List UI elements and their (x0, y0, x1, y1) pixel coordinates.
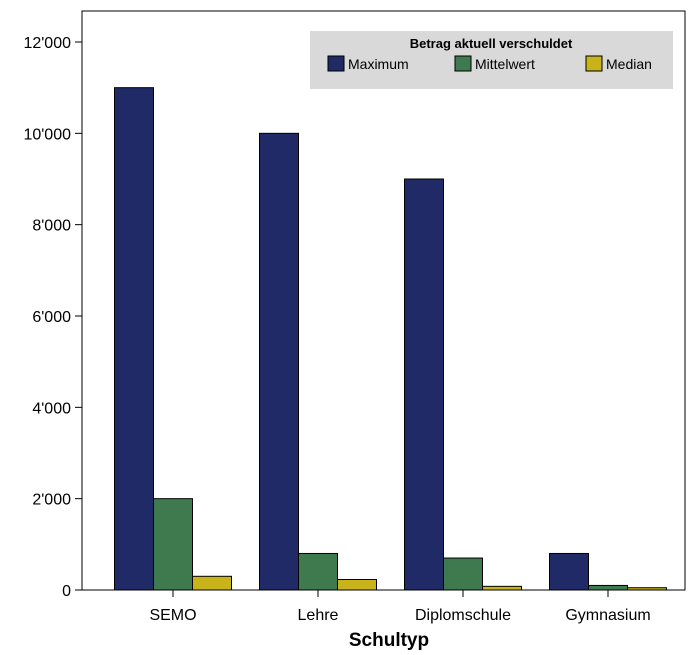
legend-title: Betrag aktuell verschuldet (410, 36, 573, 51)
bar-median-diplomschule (482, 585, 522, 591)
y-tick-label: 8'000 (32, 218, 71, 235)
x-axis-title: Schultyp (349, 630, 429, 651)
legend-swatch-median (585, 55, 603, 72)
x-tick-label: Diplomschule (415, 607, 511, 624)
legend-swatch-maximum (327, 55, 345, 72)
bar-maximum-semo (114, 87, 154, 591)
bar-mittelwert-gymnasium (588, 584, 628, 591)
bar-maximum-gymnasium (549, 552, 589, 591)
bars (114, 87, 667, 591)
bar-mittelwert-semo (153, 498, 193, 591)
y-tick-label: 2'000 (32, 492, 71, 509)
y-axis: 0 2'000 4'000 6'000 8'000 10'000 12'000 (23, 35, 82, 600)
legend-background (310, 31, 673, 89)
x-tick-label: SEMO (149, 607, 196, 624)
bar-maximum-lehre (259, 132, 299, 591)
y-tick-label: 0 (62, 583, 71, 600)
x-tick-label: Gymnasium (565, 607, 650, 624)
y-tick-label: 6'000 (32, 309, 71, 326)
legend: Betrag aktuell verschuldet Maximum Mittel… (310, 31, 673, 89)
bar-median-gymnasium (627, 587, 667, 591)
legend-swatch-mittelwert (454, 55, 472, 72)
x-axis: SEMO Lehre Diplomschule Gymnasium (149, 590, 651, 624)
plot-frame (81, 10, 686, 591)
legend-label-maximum: Maximum (348, 56, 409, 72)
bar-mittelwert-lehre (298, 552, 338, 591)
bar-mittelwert-diplomschule (443, 557, 483, 591)
legend-label-median: Median (606, 56, 652, 72)
y-tick-label: 12'000 (23, 35, 71, 52)
x-tick-label: Lehre (298, 607, 339, 624)
bar-median-lehre (337, 578, 377, 591)
bar-median-semo (192, 575, 232, 591)
y-tick-label: 10'000 (23, 126, 71, 143)
bar-maximum-diplomschule (404, 178, 444, 591)
legend-label-mittelwert: Mittelwert (475, 56, 535, 72)
y-tick-label: 4'000 (32, 400, 71, 417)
